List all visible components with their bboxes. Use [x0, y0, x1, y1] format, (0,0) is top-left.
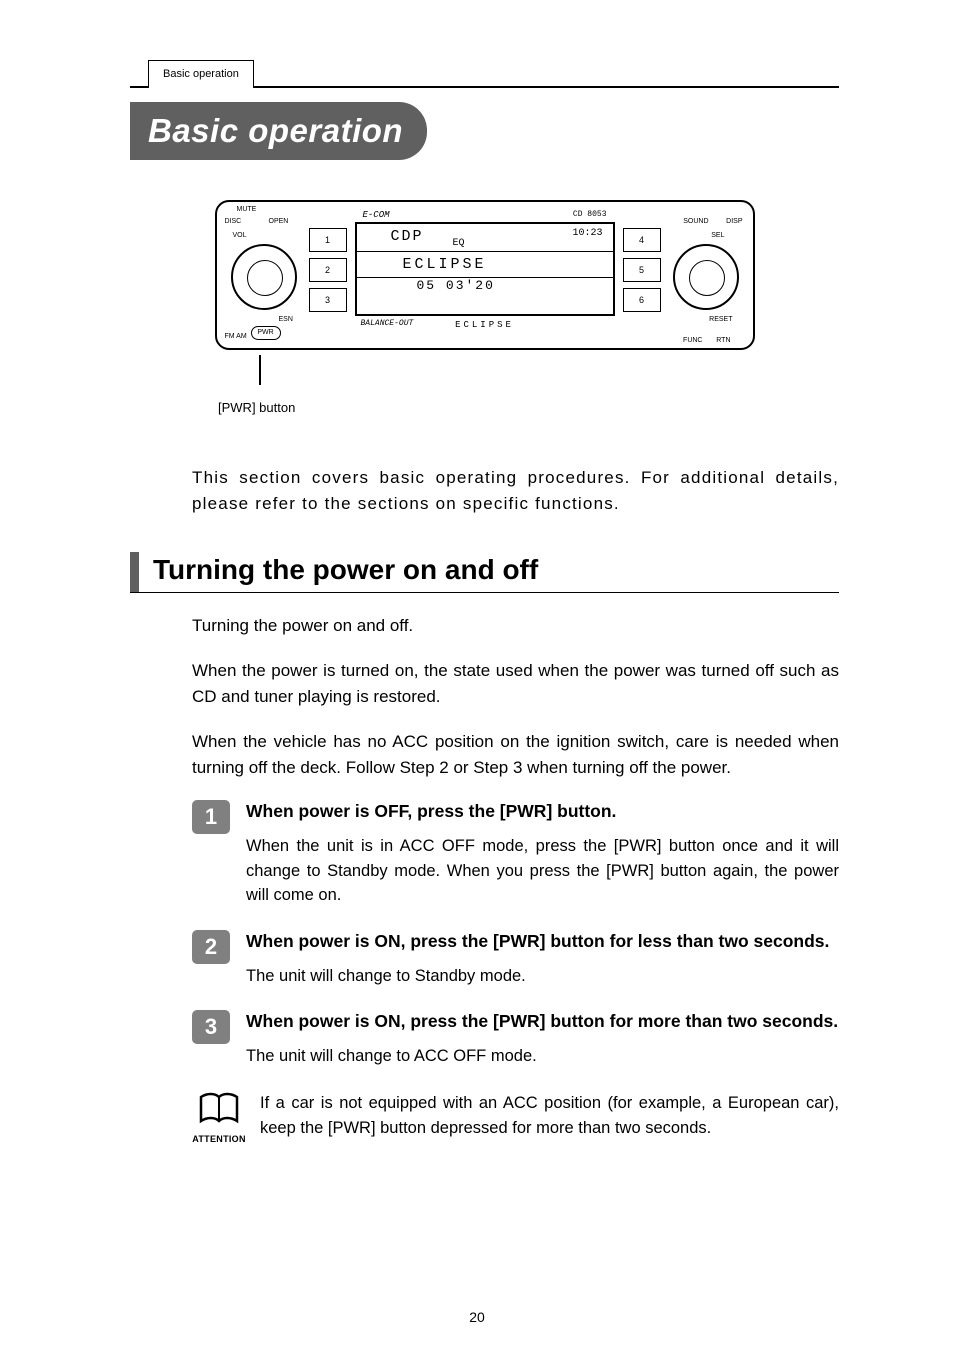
callout-line [259, 355, 261, 385]
step-1: 1 When power is OFF, press the [PWR] but… [192, 800, 839, 924]
tab-row: Basic operation [130, 60, 839, 88]
body-block: Turning the power on and off. When the p… [192, 613, 839, 1144]
func-label: FUNC [683, 337, 702, 344]
pwr-button-graphic: PWR [251, 326, 281, 340]
sel-label: SEL [711, 232, 724, 239]
section-heading-row: Turning the power on and off [130, 552, 839, 593]
preset-4: 4 [623, 228, 661, 252]
brand-top: E-COM [363, 210, 390, 220]
attention-icon: ATTENTION [192, 1091, 246, 1144]
disp-label: DISP [726, 218, 742, 225]
step-title: When power is ON, press the [PWR] button… [246, 930, 839, 954]
rtn-label: RTN [716, 337, 730, 344]
eclipse-text: ECLIPSE [403, 256, 487, 273]
preset-buttons-right: 4 5 6 [623, 228, 661, 318]
balance-text: BALANCE-OUT [361, 319, 414, 328]
step-paragraph: The unit will change to Standby mode. [246, 964, 839, 989]
esn-label: ESN [279, 316, 293, 323]
left-knob [231, 244, 297, 310]
preset-1: 1 [309, 228, 347, 252]
heading-accent-bar [130, 552, 139, 592]
intro-paragraph: This section covers basic operating proc… [192, 465, 839, 518]
open-label: OPEN [269, 218, 289, 225]
cdp-text: CDP [391, 228, 424, 245]
right-knob [673, 244, 739, 310]
book-icon [197, 1091, 241, 1127]
step-number: 2 [192, 930, 230, 964]
preset-3: 3 [309, 288, 347, 312]
step-paragraph: When the unit is in ACC OFF mode, press … [246, 834, 839, 908]
vol-label: VOL [233, 232, 247, 239]
step-3: 3 When power is ON, press the [PWR] butt… [192, 1010, 839, 1084]
car-stereo-illustration: MUTE DISC OPEN VOL ESN SOUND DISP SEL RE… [215, 200, 755, 350]
page-title: Basic operation [130, 102, 427, 160]
reset-label: RESET [709, 316, 732, 323]
step-number: 3 [192, 1010, 230, 1044]
preset-5: 5 [623, 258, 661, 282]
paragraph-2: When the power is turned on, the state u… [192, 658, 839, 709]
clock-text: 10:23 [572, 228, 602, 239]
section-tab: Basic operation [148, 60, 254, 88]
preset-buttons-left: 1 2 3 [309, 228, 347, 318]
device-figure: MUTE DISC OPEN VOL ESN SOUND DISP SEL RE… [130, 200, 839, 390]
time-text: 05 03'20 [417, 278, 495, 293]
preset-6: 6 [623, 288, 661, 312]
model-label: CD 8053 [573, 210, 607, 219]
step-2: 2 When power is ON, press the [PWR] butt… [192, 930, 839, 1004]
paragraph-3: When the vehicle has no ACC position on … [192, 729, 839, 780]
paragraph-1: Turning the power on and off. [192, 613, 839, 639]
page: Basic operation Basic operation MUTE DIS… [0, 0, 954, 1355]
sound-label: SOUND [683, 218, 708, 225]
callout-label: [PWR] button [218, 400, 839, 415]
attention-text: If a car is not equipped with an ACC pos… [260, 1091, 839, 1144]
disc-label: DISC [225, 218, 242, 225]
step-content: When power is ON, press the [PWR] button… [246, 1010, 839, 1084]
display-screen: E-COM CD 8053 CDP EQ 10:23 ECLIPSE 05 03… [355, 222, 615, 316]
mute-label: MUTE [237, 206, 257, 213]
step-content: When power is ON, press the [PWR] button… [246, 930, 839, 1004]
preset-2: 2 [309, 258, 347, 282]
attention-block: ATTENTION If a car is not equipped with … [192, 1091, 839, 1144]
step-paragraph: The unit will change to ACC OFF mode. [246, 1044, 839, 1069]
step-content: When power is OFF, press the [PWR] butto… [246, 800, 839, 924]
bottom-brand: ECLIPSE [455, 320, 514, 330]
eq-text: EQ [453, 238, 465, 249]
attention-label: ATTENTION [192, 1134, 246, 1144]
step-number: 1 [192, 800, 230, 834]
step-title: When power is ON, press the [PWR] button… [246, 1010, 839, 1034]
section-heading: Turning the power on and off [153, 552, 538, 592]
step-title: When power is OFF, press the [PWR] butto… [246, 800, 839, 824]
fm-am-label: FM AM [225, 333, 247, 340]
page-number: 20 [0, 1309, 954, 1325]
